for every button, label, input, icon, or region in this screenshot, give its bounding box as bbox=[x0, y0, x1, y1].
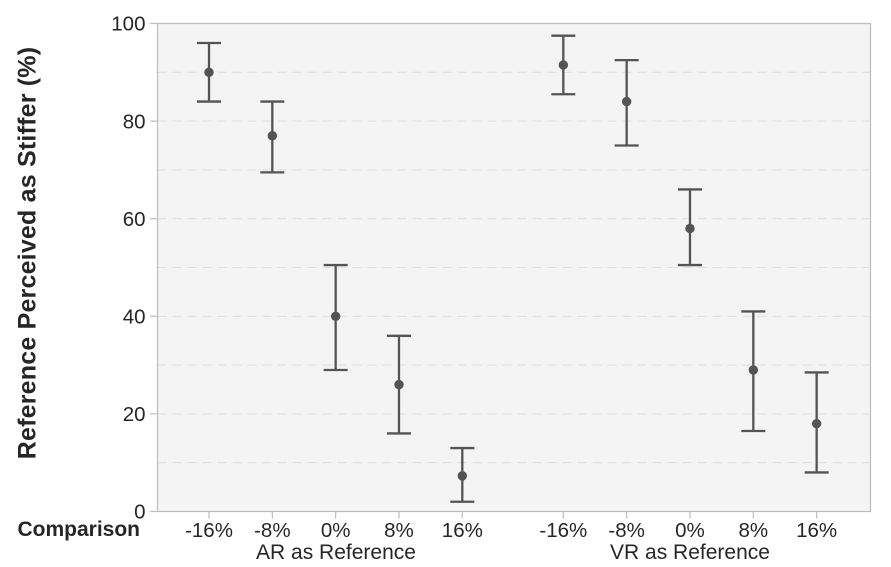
data-point bbox=[685, 223, 695, 234]
plot-border bbox=[156, 22, 872, 513]
data-point bbox=[748, 365, 759, 375]
y-tick-label: 60 bbox=[123, 208, 146, 231]
data-point bbox=[811, 418, 822, 429]
x-tick-label: -8% bbox=[608, 519, 644, 542]
y-tick-label: 40 bbox=[123, 306, 146, 329]
y-tick-label: 100 bbox=[111, 13, 145, 36]
x-tick-label: 0% bbox=[321, 519, 351, 542]
x-tick-label: 0% bbox=[675, 519, 705, 542]
data-point bbox=[394, 379, 404, 390]
group-label-ar-as-reference: AR as Reference bbox=[256, 541, 416, 564]
y-tick-label: 0 bbox=[134, 501, 145, 524]
data-point bbox=[267, 131, 278, 141]
y-tick-label: 80 bbox=[123, 110, 146, 133]
group-label-vr-as-reference: VR as Reference bbox=[610, 541, 770, 564]
x-axis-prefix-label: Comparison bbox=[17, 518, 140, 541]
y-axis-title: Reference Perceived as Stiffer (%) bbox=[13, 46, 41, 460]
x-tick-label: -16% bbox=[185, 519, 233, 542]
x-tick-label: 8% bbox=[738, 519, 768, 542]
x-tick-label: -16% bbox=[539, 519, 587, 542]
data-point bbox=[621, 96, 632, 107]
x-tick-label: 16% bbox=[796, 519, 837, 542]
x-tick-label: 16% bbox=[442, 519, 483, 542]
data-point bbox=[457, 471, 468, 481]
data-point bbox=[558, 60, 569, 70]
data-point bbox=[330, 311, 341, 321]
x-tick-label: 8% bbox=[384, 519, 414, 542]
x-tick-label: -8% bbox=[254, 519, 290, 542]
y-tick-label: 20 bbox=[123, 403, 146, 426]
data-point bbox=[204, 67, 214, 78]
